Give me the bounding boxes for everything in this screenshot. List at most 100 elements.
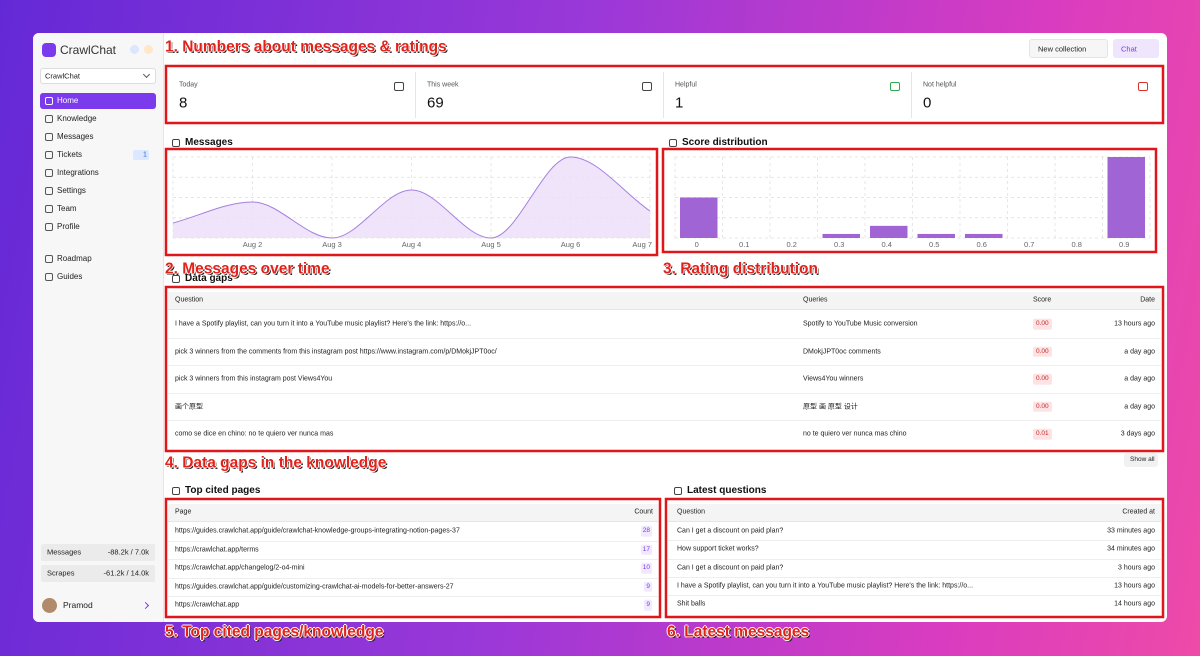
button-label[interactable]: New collection [1038, 43, 1087, 53]
row-divider [668, 540, 1161, 542]
x-tick-label: 0.6 [977, 240, 987, 249]
button-label[interactable]: Chat [1121, 43, 1137, 53]
usage-label: Scrapes [47, 568, 75, 578]
cell: a day ago [1124, 403, 1155, 410]
stat-label: This week [427, 81, 459, 89]
card-divider [911, 72, 912, 118]
icon [45, 205, 53, 213]
cell[interactable]: https://crawlchat.app/changelog/2-o4-min… [175, 564, 305, 572]
highlight-box [164, 285, 1165, 453]
count-badge: 28 [640, 525, 652, 537]
bar [1107, 157, 1145, 238]
nav-item[interactable]: Guides [57, 272, 83, 281]
nav-item[interactable]: Home [57, 96, 79, 105]
x-tick-label: 0.1 [739, 240, 749, 249]
x-tick-label: Aug 7 [632, 240, 652, 249]
button[interactable] [1124, 453, 1158, 467]
cell: Views4You winners [803, 375, 864, 383]
button[interactable] [1113, 39, 1159, 58]
highlight-box [164, 497, 662, 619]
area [173, 157, 650, 238]
annotation: 1. Numbers about messages & ratings [165, 38, 447, 56]
status-dot [144, 45, 153, 54]
icon [45, 97, 53, 105]
user-name: Pramod [63, 599, 93, 610]
x-tick-label: Aug 3 [322, 240, 342, 249]
cell: Can I get a discount on paid plan? [677, 564, 784, 572]
nav-item[interactable]: Messages [57, 132, 94, 141]
usage-value: -61.2k / 14.0k [103, 568, 149, 578]
icon [45, 151, 53, 159]
count-badge: 9 [644, 581, 652, 592]
x-tick-label: 0.8 [1072, 240, 1082, 249]
x-tick-label: Aug 6 [561, 240, 581, 249]
column-header: Count [634, 508, 653, 516]
card-divider [415, 72, 416, 118]
icon [674, 487, 682, 495]
highlight-box [661, 147, 1158, 254]
row-divider [668, 558, 1161, 560]
icon [642, 82, 652, 91]
icon [172, 275, 180, 283]
icon [172, 139, 180, 147]
x-tick-label: 0.7 [1024, 240, 1034, 249]
nav-item[interactable]: Profile [57, 222, 80, 231]
cell: 33 minutes ago [1107, 527, 1155, 535]
icon [1138, 82, 1148, 91]
bar [822, 233, 860, 238]
cell[interactable]: https://crawlchat.app/terms [175, 546, 259, 553]
section-title: Messages [185, 137, 233, 148]
collection-select[interactable] [40, 68, 156, 84]
annotation: 5. Top cited pages/knowledge [165, 623, 384, 641]
x-tick-label: Aug 2 [243, 240, 263, 249]
brand: CrawlChat [60, 43, 117, 57]
cell[interactable]: https://crawlchat.app [175, 601, 240, 609]
cell: I have a Spotify playlist, can you turn … [677, 582, 974, 590]
bar [917, 233, 955, 238]
section-title: Top cited pages [185, 485, 261, 496]
count-badge: 10 [640, 562, 652, 574]
button-label[interactable]: Show all [1130, 455, 1155, 463]
nav-item[interactable]: Integrations [57, 168, 99, 177]
row-divider [168, 420, 1161, 421]
x-tick-label: 0 [695, 240, 699, 249]
bar [965, 233, 1003, 238]
stat-label: Not helpful [923, 81, 957, 89]
score-badge: 0.00 [1033, 318, 1052, 330]
score-badge: 0.00 [1033, 346, 1052, 357]
x-tick-label: Aug 5 [481, 240, 501, 249]
usage-label: Messages [47, 547, 82, 557]
row-divider [668, 576, 1161, 578]
annotation: 4. Data gaps in the knowledge [165, 454, 387, 472]
cell: no te quiero ver nunca mas chino [803, 430, 907, 438]
column-header: Question [175, 296, 204, 304]
cell: pick 3 winners from the comments from th… [175, 348, 497, 355]
stat-label: Today [179, 81, 198, 89]
icon [394, 82, 404, 91]
count-badge: 9 [644, 599, 652, 611]
nav-item[interactable]: Tickets [57, 150, 83, 159]
nav-item[interactable]: Knowledge [57, 114, 97, 123]
status-dot [130, 45, 139, 54]
cell[interactable]: https://guides.crawlchat.app/guide/crawl… [175, 527, 460, 535]
column-header: Date [1140, 296, 1155, 304]
nav-item[interactable]: Settings [57, 186, 86, 195]
score-badge: 0.00 [1033, 401, 1052, 412]
sidebar [33, 33, 164, 622]
table-header [168, 504, 658, 522]
cell: How support ticket works? [677, 545, 759, 553]
annotation: 3. Rating distribution [663, 260, 818, 278]
x-tick-label: 0.3 [834, 240, 844, 249]
cell[interactable]: https://guides.crawlchat.app/guide/custo… [175, 583, 454, 590]
cell: 13 hours ago [1114, 320, 1155, 328]
button[interactable] [1029, 39, 1108, 58]
cell: 13 hours ago [1114, 582, 1155, 590]
section-title: Latest questions [687, 485, 767, 496]
row-divider [168, 559, 658, 560]
nav-item[interactable]: Roadmap [57, 254, 92, 263]
row-divider [168, 540, 658, 542]
nav-item[interactable]: Team [57, 204, 77, 213]
stat-value: 1 [675, 94, 684, 112]
